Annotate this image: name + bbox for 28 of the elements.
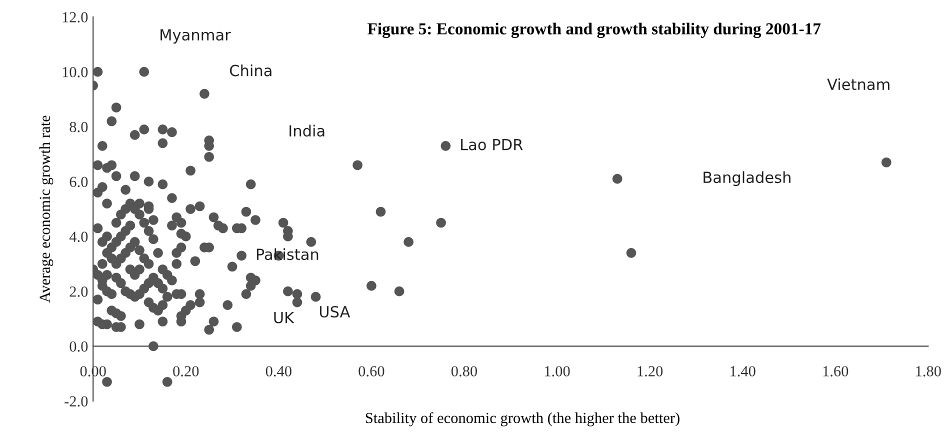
y-tick-label: 4.0 (69, 232, 88, 242)
x-tick-label: 0.80 (451, 366, 478, 376)
annotation: UK (274, 312, 294, 324)
x-tick-label: 1.20 (638, 366, 663, 376)
annotation: Bangladesh (704, 171, 790, 186)
y-tick-label: 0.0 (70, 341, 88, 352)
y-tick-label: 10.0 (62, 66, 88, 78)
annotation: Myanmar (160, 29, 231, 44)
y-tick-label: 12.0 (62, 12, 88, 22)
x-tick-label: 0.60 (358, 366, 384, 376)
x-tick-label: 0.40 (266, 366, 292, 376)
y-tick-label: 8.0 (70, 122, 88, 132)
x-tick-label: 1.00 (544, 366, 570, 376)
y-tick-label: -2.0 (64, 396, 88, 407)
x-tick-label: 0.20 (173, 366, 199, 376)
x-tick-label: 1.60 (823, 366, 848, 376)
y-tick-label: 6.0 (70, 176, 88, 188)
x-axis-title: Stability of economic growth (the higher the better) (366, 412, 680, 426)
annotation: China (230, 64, 272, 76)
annotation: Vietnam (827, 78, 890, 90)
y-tick-label: 2.0 (70, 286, 88, 297)
x-tick-label: 1.80 (916, 366, 941, 376)
annotation: Lao PDR (461, 138, 523, 150)
x-tick-label: 1.40 (730, 366, 756, 376)
annotation: USA (320, 306, 350, 318)
y-axis-title: Average economic growth rate (39, 116, 54, 303)
chart-title: Figure 5: Economic growth and growth stability during 2001-17 (368, 22, 821, 38)
annotation: India (290, 124, 324, 137)
